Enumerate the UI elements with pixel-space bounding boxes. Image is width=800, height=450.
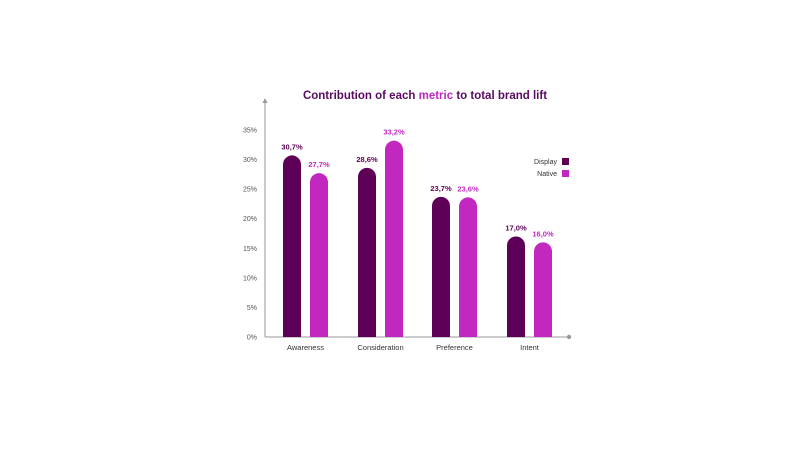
bar-native-intent: [534, 242, 552, 337]
category-label: Intent: [520, 343, 540, 352]
data-label-display-consideration: 28,6%: [356, 155, 378, 164]
chart-title: Contribution of each metric to total bra…: [303, 90, 547, 102]
bar-native-awareness: [310, 173, 328, 337]
data-labels: 30,7% 27,7% 28,6% 33,2% 23,7% 23,6% 17,0% 16,0%: [281, 128, 554, 239]
category-labels: Awareness Consideration Preference Intent: [287, 343, 540, 352]
data-label-display-preference: 23,7%: [430, 184, 452, 193]
bar-native-preference: [459, 197, 477, 337]
data-label-native-preference: 23,6%: [457, 184, 479, 193]
x-axis-end-dot: [566, 334, 572, 340]
category-label: Awareness: [287, 343, 324, 352]
legend-label-display: Display: [534, 159, 557, 166]
legend: Display Native: [534, 158, 569, 178]
bar-display-preference: [432, 196, 450, 337]
y-tick-label: 0%: [247, 335, 257, 342]
chart-title-prefix: Contribution of each: [303, 90, 419, 102]
legend-swatch-native: [562, 170, 569, 177]
bars: [283, 140, 552, 337]
y-tick-label: 30%: [243, 157, 257, 164]
y-axis-ticks: 0% 5% 10% 15% 20% 25% 30% 35%: [243, 128, 257, 342]
data-label-native-consideration: 33,2%: [383, 128, 405, 137]
legend-swatch-display: [562, 158, 569, 165]
data-label-display-intent: 17,0%: [505, 223, 527, 232]
y-tick-label: 15%: [243, 246, 257, 253]
bar-display-consideration: [358, 167, 376, 337]
legend-label-native: Native: [537, 171, 557, 178]
bar-native-consideration: [385, 140, 403, 337]
y-axis-arrow: [262, 98, 268, 103]
category-label: Preference: [436, 343, 473, 352]
data-label-native-awareness: 27,7%: [308, 160, 330, 169]
y-tick-label: 5%: [247, 305, 257, 312]
category-label: Consideration: [357, 343, 403, 352]
bar-display-intent: [507, 236, 525, 337]
chart-title-suffix: to total brand lift: [453, 90, 547, 102]
y-tick-label: 25%: [243, 187, 257, 194]
y-tick-label: 35%: [243, 128, 257, 135]
data-label-display-awareness: 30,7%: [281, 142, 303, 151]
bar-display-awareness: [283, 155, 301, 337]
chart-title-highlight: metric: [419, 90, 454, 102]
y-tick-label: 10%: [243, 275, 257, 282]
data-label-native-intent: 16,0%: [532, 229, 554, 238]
y-tick-label: 20%: [243, 216, 257, 223]
